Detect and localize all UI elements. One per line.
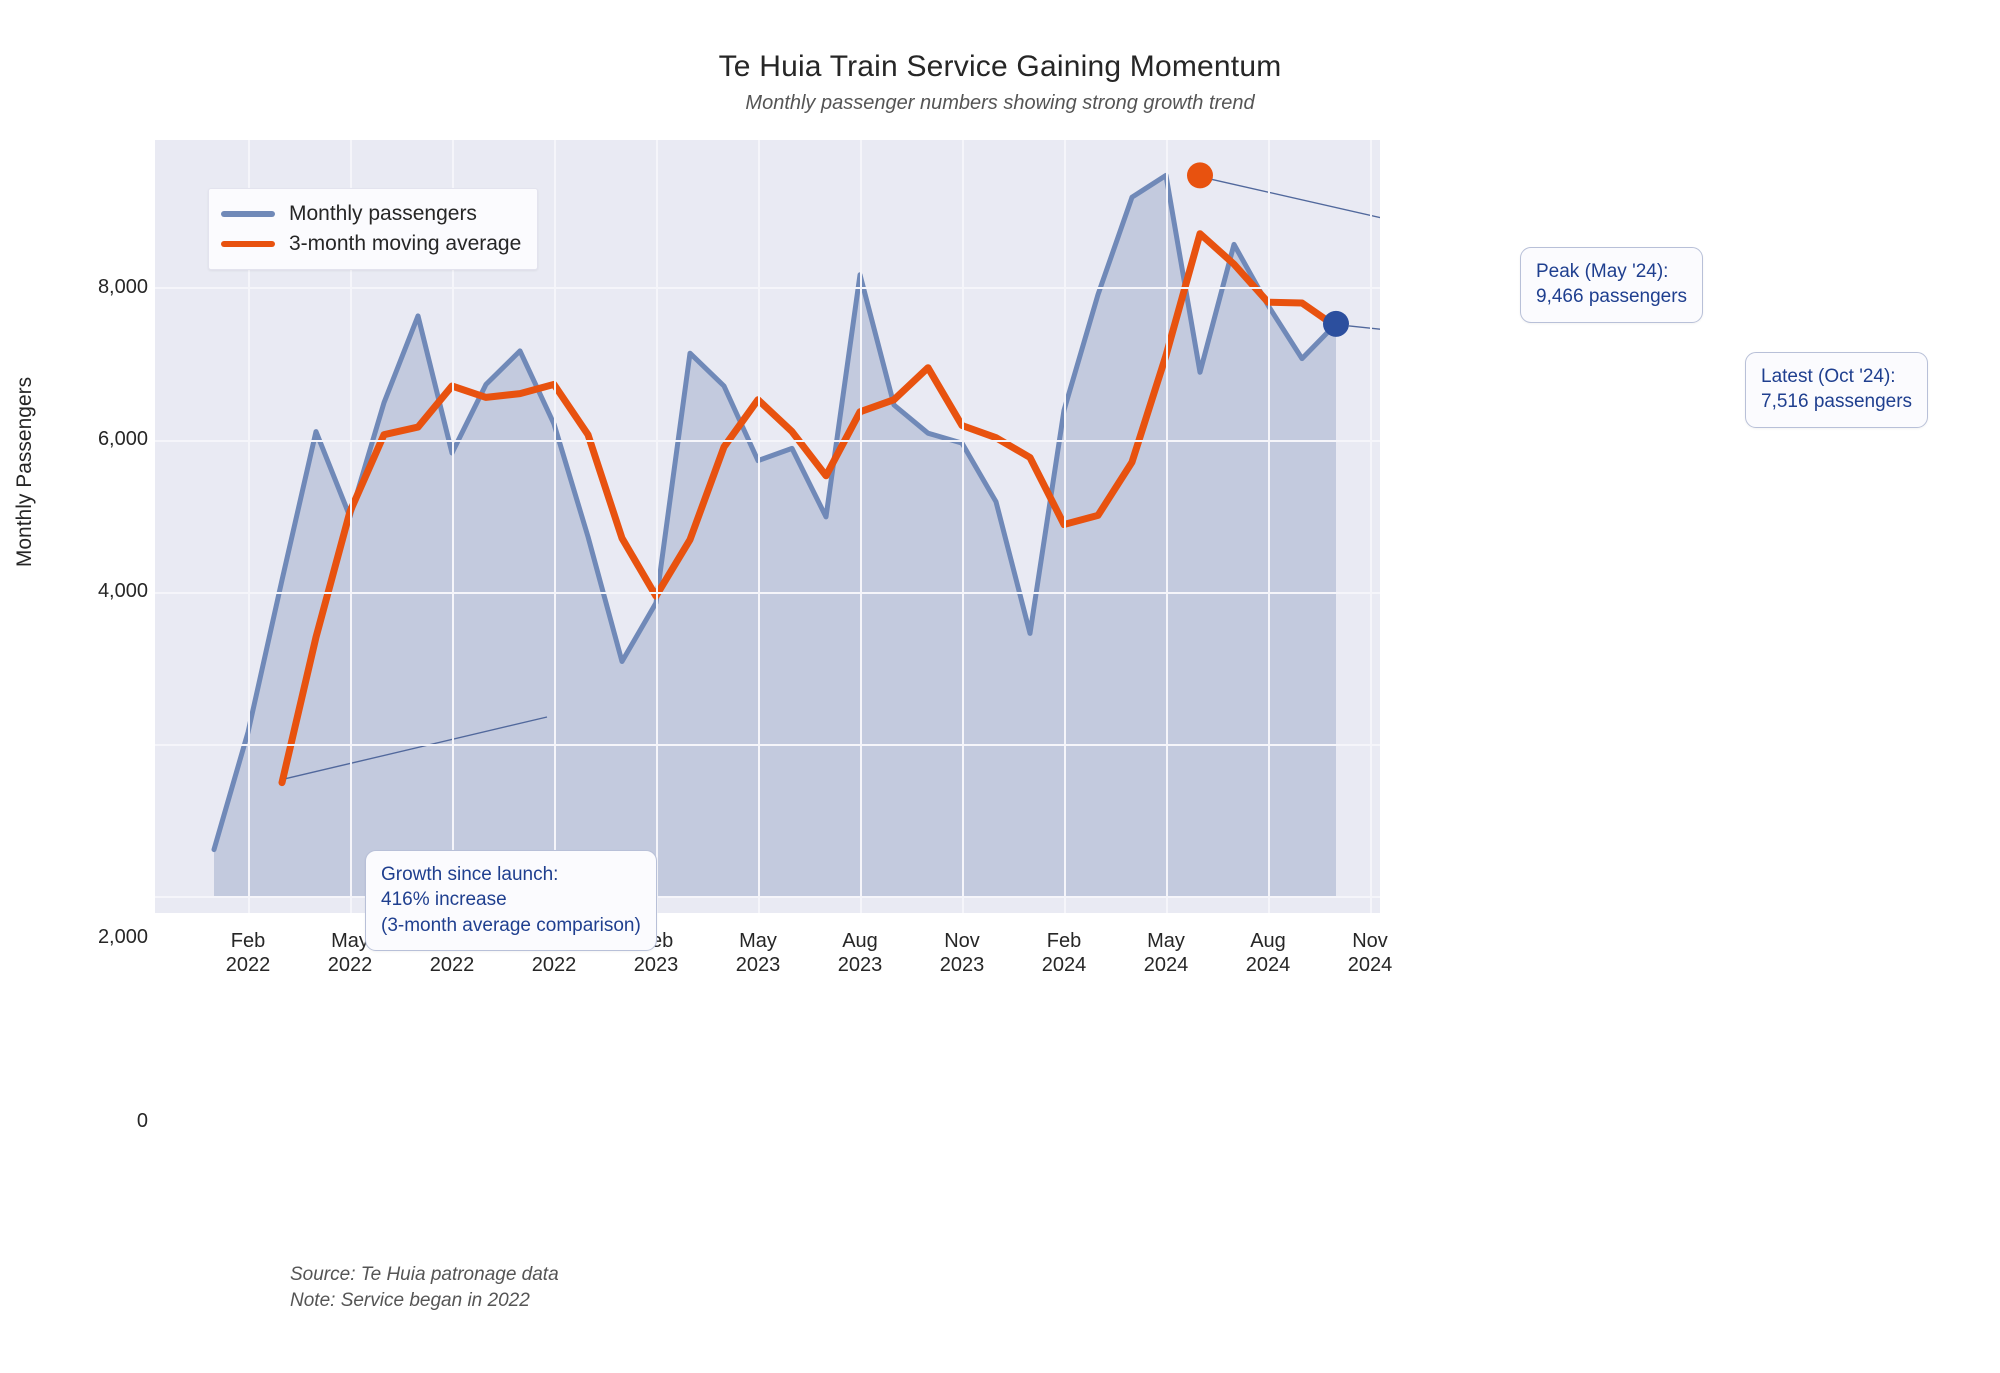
legend-item-moving-average[interactable]: 3-month moving average <box>221 229 521 259</box>
x-tick-label: Aug 2024 <box>1245 930 1291 976</box>
x-tick-label: May 2024 <box>1143 930 1189 976</box>
chart-footnotes: Source: Te Huia patronage data Note: Ser… <box>290 1264 559 1311</box>
x-tick-label: Feb 2024 <box>1041 930 1087 976</box>
gridline-vertical <box>350 140 352 913</box>
gridline-horizontal <box>155 287 1380 289</box>
gridline-vertical <box>758 140 760 913</box>
gridline-horizontal <box>155 744 1380 746</box>
gridline-vertical <box>452 140 454 913</box>
chart-title: Te Huia Train Service Gaining Momentum <box>718 50 1282 83</box>
highlight-markers <box>1187 162 1349 337</box>
annotation-leader-lines <box>285 178 1380 780</box>
leader-line-peak <box>1211 178 1380 219</box>
x-tick-label: May 2023 <box>735 930 781 976</box>
chart-legend[interactable]: Monthly passengers 3-month moving averag… <box>208 188 539 270</box>
gridline-vertical <box>656 140 658 913</box>
annotation-growth: Growth since launch: 416% increase (3-mo… <box>365 850 657 951</box>
x-tick-label: Nov 2023 <box>939 930 985 976</box>
y-tick-label: 0 <box>136 1110 148 1132</box>
chart-subtitle: Monthly passenger numbers showing strong… <box>745 92 1255 114</box>
y-tick-label: 6,000 <box>97 428 148 450</box>
gridline-horizontal <box>155 896 1380 898</box>
plot-area <box>155 140 1380 913</box>
gridline-vertical <box>1166 140 1168 913</box>
gridline-vertical <box>1268 140 1270 913</box>
gridline-vertical <box>248 140 250 913</box>
legend-swatch-icon <box>221 211 275 217</box>
gridline-vertical <box>1370 140 1372 913</box>
moving-average-line <box>278 230 1340 787</box>
x-tick-label: Feb 2022 <box>225 930 271 976</box>
legend-swatch-icon <box>221 241 275 247</box>
gridline-horizontal <box>155 592 1380 594</box>
legend-label: 3-month moving average <box>289 232 522 255</box>
y-tick-label: 8,000 <box>97 276 148 298</box>
y-tick-label: 4,000 <box>97 580 148 602</box>
monthly-passengers-line <box>211 172 1339 853</box>
x-tick-label: May 2022 <box>327 930 373 976</box>
leader-line-latest <box>1347 325 1380 330</box>
x-tick-label: Aug 2023 <box>837 930 883 976</box>
y-tick-label: 2,000 <box>97 926 148 948</box>
gridline-vertical <box>860 140 862 913</box>
gridline-vertical <box>554 140 556 913</box>
legend-label: Monthly passengers <box>289 202 477 225</box>
series-canvas <box>211 162 1380 896</box>
leader-line-growth <box>285 716 548 780</box>
gridline-vertical <box>962 140 964 913</box>
legend-item-monthly-passengers[interactable]: Monthly passengers <box>221 199 521 229</box>
y-axis-label: Monthly Passengers <box>13 376 36 568</box>
annotation-latest: Latest (Oct '24): 7,516 passengers <box>1745 352 1929 428</box>
peak-marker <box>1187 162 1213 189</box>
monthly-area-fill <box>214 175 1336 896</box>
gridline-horizontal <box>155 440 1380 442</box>
x-tick-label: Nov 2024 <box>1347 930 1393 976</box>
latest-marker <box>1323 310 1349 337</box>
annotation-peak: Peak (May '24): 9,466 passengers <box>1520 247 1704 323</box>
gridline-vertical <box>1064 140 1066 913</box>
